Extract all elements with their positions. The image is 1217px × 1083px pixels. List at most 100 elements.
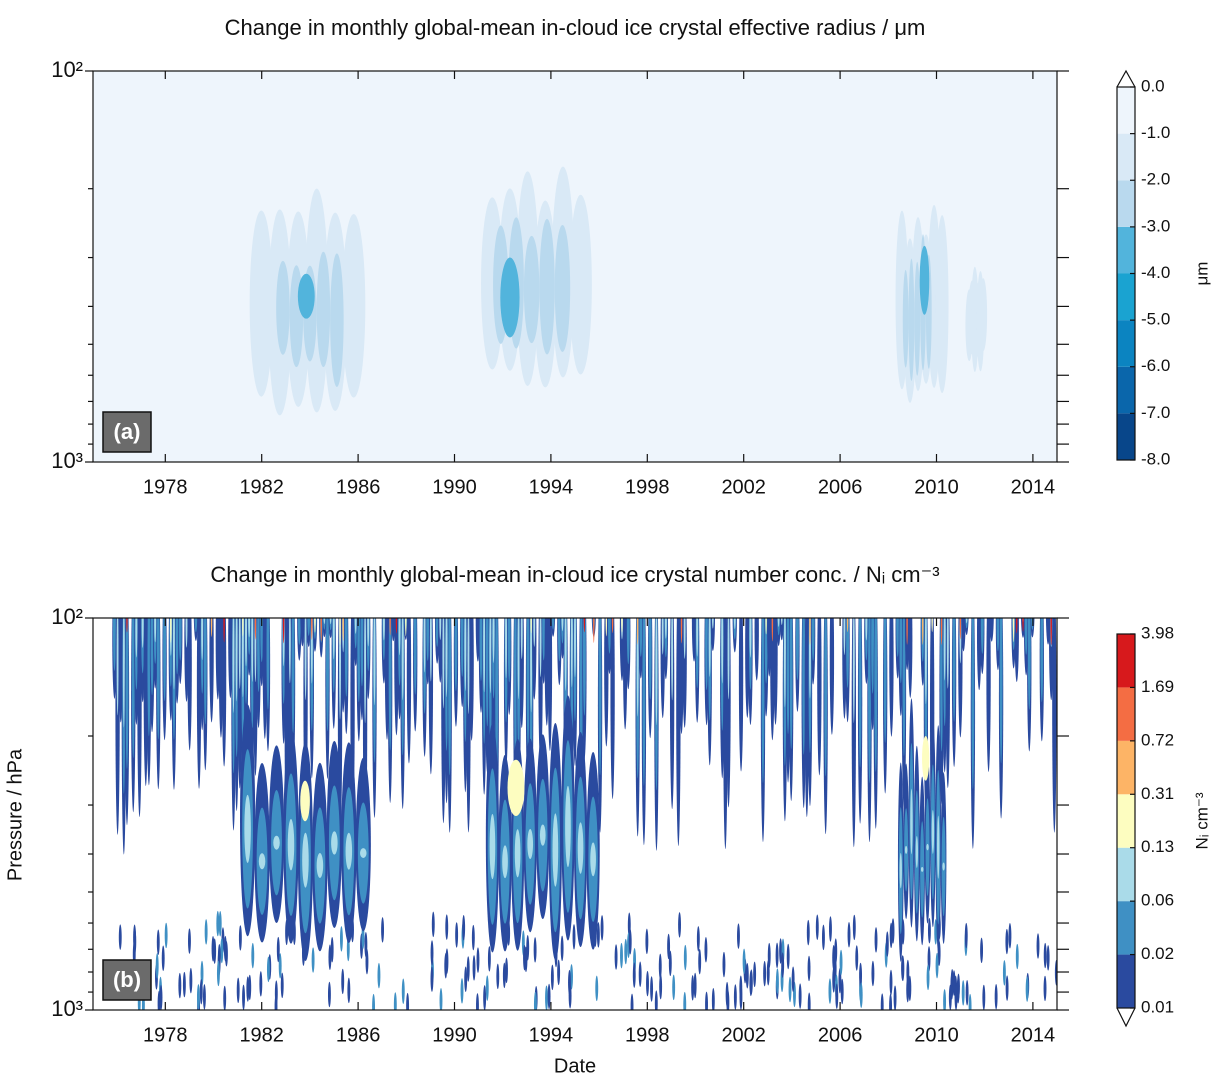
contour-region — [982, 984, 986, 1010]
colorbar-tick-label: 0.13 — [1141, 837, 1174, 856]
contour-region — [871, 618, 875, 694]
contour-region — [745, 963, 749, 989]
contour-region — [439, 618, 442, 641]
contour-region — [564, 618, 567, 691]
contour-region — [852, 618, 855, 723]
contour-region — [733, 618, 737, 640]
colorbar-band — [1117, 901, 1135, 955]
contour-region — [312, 618, 318, 652]
colorbar-tick-label: 0.72 — [1141, 730, 1174, 749]
contour-region — [365, 948, 369, 975]
colorbar-tick-label: 0.01 — [1141, 997, 1174, 1016]
contour-region — [554, 224, 571, 352]
panel-label-box — [102, 411, 152, 453]
contour-region — [835, 983, 839, 1009]
x-tick-label: 1998 — [625, 1024, 670, 1046]
contour-region — [638, 961, 642, 988]
contour-region — [500, 257, 520, 338]
contour-region — [880, 993, 884, 1010]
contour-region — [1016, 618, 1018, 634]
contour-region — [155, 953, 159, 979]
contour-region — [388, 618, 392, 751]
contour-region — [765, 618, 767, 635]
contour-region — [669, 618, 675, 810]
colorbar-frame — [1116, 633, 1136, 1009]
contour-region — [196, 984, 200, 1010]
x-tick-label: 1982 — [239, 476, 284, 498]
contour-region — [389, 618, 391, 636]
contour-field — [93, 71, 1057, 462]
x-tick-label: 1982 — [239, 1024, 284, 1046]
contour-region — [650, 976, 654, 1002]
contour-region — [249, 210, 273, 397]
contour-region — [1008, 923, 1012, 949]
contour-region — [986, 618, 991, 772]
x-tick-label: 1986 — [336, 1024, 381, 1046]
contour-region — [345, 832, 353, 870]
contour-region — [565, 785, 571, 868]
contour-region — [561, 618, 564, 632]
contour-region — [822, 924, 825, 951]
contour-region — [781, 952, 785, 978]
contour-region — [710, 618, 716, 651]
contour-region — [423, 618, 426, 673]
contour-region — [959, 618, 962, 640]
x-tick-label: 1978 — [143, 1024, 188, 1046]
contour-region — [467, 618, 470, 714]
contour-region — [1002, 960, 1006, 986]
contour-region — [908, 975, 912, 1002]
contour-region — [570, 618, 573, 688]
contour-region — [859, 962, 863, 989]
contour-region — [170, 618, 172, 643]
contour-region — [216, 910, 220, 937]
contour-region — [754, 618, 759, 681]
contour-region — [1043, 942, 1047, 969]
contour-region — [671, 618, 674, 701]
contour-region — [906, 959, 910, 986]
contour-region — [164, 922, 168, 949]
contour-region — [254, 618, 257, 683]
contour-region — [311, 947, 315, 973]
contour-region — [1043, 975, 1047, 1002]
contour-region — [908, 618, 913, 698]
contour-region — [204, 919, 208, 945]
contour-region — [811, 618, 815, 661]
contour-region — [201, 618, 204, 660]
contour-region — [945, 618, 950, 788]
contour-region — [764, 618, 768, 684]
contour-region — [721, 618, 724, 684]
contour-region — [940, 618, 943, 645]
contour-region — [957, 973, 960, 1000]
contour-region — [739, 975, 743, 1001]
contour-region — [569, 194, 592, 375]
panel-title: Change in monthly global-mean in-cloud i… — [225, 15, 926, 40]
contour-region — [320, 618, 322, 642]
contour-region — [462, 915, 466, 941]
contour-region — [777, 618, 780, 627]
contour-region — [297, 618, 301, 645]
x-tick-label: 2010 — [914, 1024, 959, 1046]
contour-region — [519, 618, 524, 728]
contour-region — [235, 618, 238, 702]
contour-region — [406, 618, 412, 764]
contour-region — [466, 956, 470, 982]
contour-region — [485, 618, 489, 727]
contour-region — [307, 618, 311, 636]
contour-region — [122, 618, 125, 728]
contour-region — [924, 618, 927, 705]
contour-region — [737, 923, 740, 949]
contour-region — [829, 916, 832, 942]
contour-region — [942, 862, 945, 871]
contour-region — [178, 618, 182, 661]
contour-region — [406, 992, 410, 1010]
contour-region — [1005, 928, 1009, 955]
contour-region — [520, 618, 523, 660]
contour-region — [630, 993, 634, 1010]
contour-region — [621, 618, 623, 633]
contour-region — [401, 618, 404, 701]
x-tick-label: 2006 — [818, 476, 863, 498]
contour-region — [678, 912, 681, 938]
contour-region — [935, 215, 949, 394]
x-tick-label: 2006 — [818, 1024, 863, 1046]
